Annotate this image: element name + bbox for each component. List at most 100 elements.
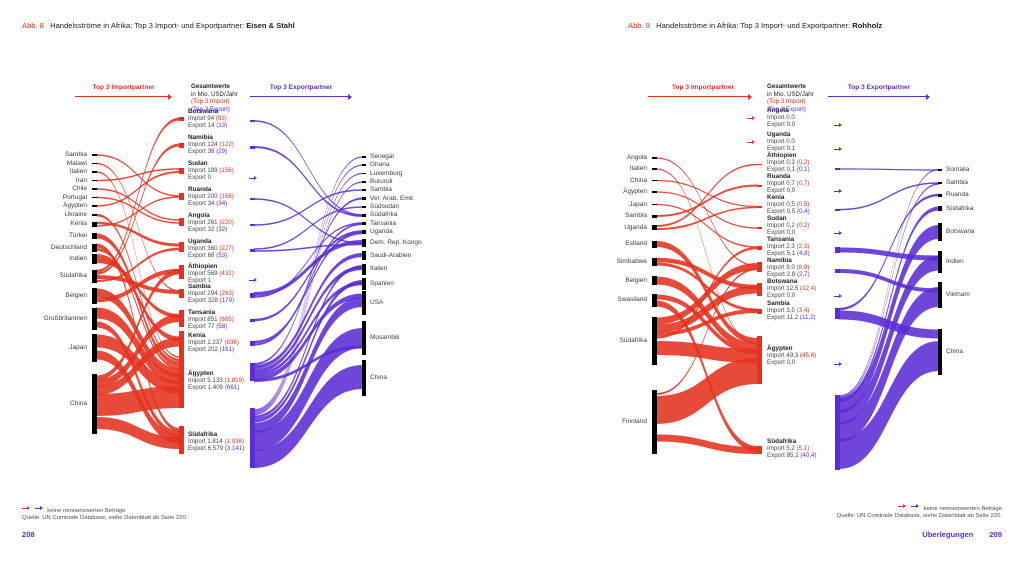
export-total: Export 85,1 [767, 452, 801, 459]
import-partner-label: Japan [629, 200, 647, 208]
import-total: Import 360 [188, 245, 220, 252]
import-partner-label: Swasiland [617, 296, 647, 303]
export-total: Export 38 [188, 148, 217, 155]
country-name: Kenia [767, 194, 785, 201]
flow-ribbon [96, 171, 180, 207]
country-import-node [179, 242, 184, 252]
import-top3: (836) [224, 339, 239, 346]
import-total: Import 5,2 [767, 445, 797, 452]
import-partner-label: China [70, 400, 87, 407]
export-total: Export 202 [188, 346, 220, 353]
country-export-value: Export 11,2 (11,2) [767, 314, 816, 321]
import-partner-node [652, 225, 657, 230]
no-import-arrow-icon [747, 116, 756, 121]
flow-ribbon [254, 240, 363, 296]
country-export-node [250, 145, 255, 149]
import-top3: (2,3) [796, 243, 810, 250]
import-partner-node [92, 288, 97, 304]
export-partner-label: USA [370, 299, 384, 306]
export-partner-node [938, 206, 942, 211]
import-partner-label: China [630, 176, 647, 184]
country-import-node [757, 309, 762, 314]
flow-ribbon [656, 246, 758, 339]
import-top3: (156) [219, 167, 234, 174]
flow-ribbon [839, 247, 939, 261]
export-arrow-left [250, 93, 352, 100]
flow-ribbon [96, 188, 180, 221]
country-export-value: Export 0,1 (0,1) [767, 166, 810, 173]
flow-ribbon [254, 197, 363, 365]
flow-ribbon [96, 254, 180, 342]
country-import-node [757, 246, 762, 250]
import-partner-label: Portugal [62, 193, 87, 201]
import-partner-node [92, 254, 97, 264]
import-arrow-left [75, 93, 172, 100]
flow-ribbon [254, 120, 363, 216]
export-partner-label: Luxemburg [370, 169, 403, 177]
export-partner-label: Tansania [370, 219, 397, 227]
export-partner-label: Botswana [946, 228, 975, 235]
export-top3: (661) [224, 384, 240, 391]
import-top3: (227) [219, 245, 234, 252]
export-partner-label: Südafrika [370, 211, 398, 218]
flow-ribbon [254, 146, 363, 217]
import-top3: (432) [219, 270, 234, 277]
totals-import-note-2: (Top 3 Import) [767, 98, 806, 106]
flow-ribbon [839, 206, 939, 402]
country-export-node [250, 120, 255, 122]
flow-ribbon [254, 198, 363, 244]
flow-ribbon [254, 328, 363, 451]
import-top3: (220) [219, 219, 234, 226]
figure-heading-right: Handelsströme in Afrika: Top 3 Import- u… [656, 21, 851, 30]
figure-commodity-left: Eisen & Stahl [246, 21, 295, 30]
country-export-value: Export 0,0 [767, 121, 795, 128]
export-total: Export 1 [188, 277, 212, 284]
export-top3: (40,4) [800, 452, 817, 459]
flow-ribbon [656, 179, 758, 208]
flow-ribbon [656, 157, 758, 267]
import-partner-label: Türkei [68, 232, 87, 239]
import-partner-label: Estland [625, 240, 647, 247]
flow-ribbon [96, 143, 180, 275]
export-total: Export 0,0 [767, 359, 796, 366]
import-partner-node [92, 205, 97, 207]
country-export-value: Export 34 (34) [188, 200, 227, 207]
country-import-value: Import 2,3 (2,3) [767, 243, 809, 250]
export-arrow-right [828, 93, 930, 100]
country-import-node [179, 426, 184, 454]
country-import-node [179, 331, 184, 353]
country-import-value: Import 0,2 (0,2) [767, 222, 809, 229]
country-import-value: Import 12,5 (12,4) [767, 285, 816, 292]
flow-ribbon [839, 341, 939, 469]
export-top3: (179) [219, 297, 235, 304]
country-export-value: Export 0,0 [767, 292, 795, 299]
country-export-value: Export 0,0 [767, 229, 795, 236]
flow-ribbon [96, 221, 180, 247]
country-export-value: Export 328 (179) [188, 297, 234, 304]
country-export-value: Export 1 [188, 277, 211, 284]
country-import-value: Import 0,3 (0,2) [767, 159, 809, 166]
flow-ribbon [656, 285, 758, 333]
import-partner-label: Sambia [64, 151, 87, 158]
legend-note-right: keine nennenswerten Beträge [923, 506, 1002, 512]
import-partner-node [92, 221, 97, 227]
country-import-value: Import 1.237 (836) [188, 339, 239, 346]
export-top3: (4,8) [796, 250, 810, 257]
export-partner-node [362, 197, 366, 200]
country-import-value: Import 49,3 (45,6) [767, 352, 816, 359]
flow-ribbon [254, 365, 363, 468]
country-import-value: Import 569 (432) [188, 270, 234, 277]
flow-ribbon [96, 307, 180, 385]
export-partner-node [362, 230, 366, 234]
country-import-node [757, 184, 762, 187]
export-top3: (53) [216, 252, 228, 259]
export-partner-label: Uganda [370, 228, 393, 235]
no-export-arrow-icon [249, 176, 258, 181]
flow-ribbon [96, 243, 180, 432]
import-partner-node [92, 233, 97, 239]
country-import-node [179, 265, 184, 279]
export-top3: (0,4) [796, 208, 810, 215]
flow-ribbon [656, 341, 758, 363]
country-name: Südafrika [767, 438, 797, 445]
export-partner-node [362, 222, 366, 225]
